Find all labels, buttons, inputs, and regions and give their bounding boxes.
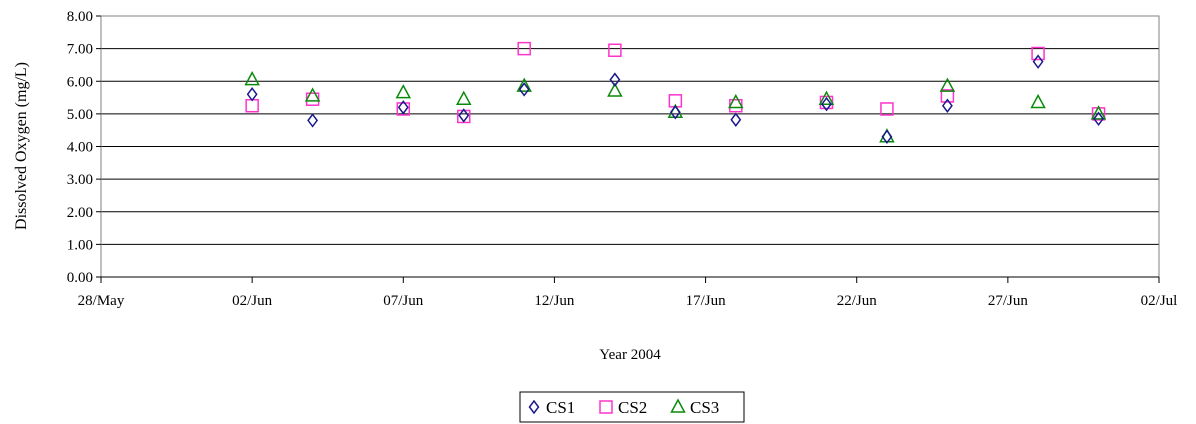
cs1-point [246, 87, 258, 102]
cs3-point [1030, 93, 1046, 109]
cs3-point [607, 82, 623, 97]
cs2-point [729, 98, 743, 113]
y-tick-label: 4.00 [67, 140, 93, 156]
x-tick-label: 02/Jun [232, 293, 273, 309]
series-cs1 [246, 54, 1104, 144]
cs2-point [396, 102, 411, 116]
legend-marker-cs2 [599, 400, 613, 414]
cs1-point [458, 108, 470, 123]
y-axis-label: Dissolved Oxygen (mg/L) [13, 62, 30, 230]
legend-label-cs3: CS3 [690, 398, 719, 417]
cs3-point [395, 84, 412, 99]
cs1-point [307, 113, 319, 128]
x-axis: 28/May 02/Jun 07/Jun 12/Jun 17/Jun 22/Jun 27/J… [78, 276, 1178, 309]
cs1-point [518, 82, 530, 97]
cs3-point [516, 77, 532, 92]
cs2-point [517, 41, 531, 56]
legend-label-cs1: CS1 [546, 398, 575, 417]
cs3-point [818, 90, 835, 105]
cs1-point [669, 104, 681, 120]
y-tick-label: 2.00 [67, 205, 93, 221]
y-tick-label: 0.00 [67, 270, 93, 286]
x-tick-label: 22/Jun [837, 293, 878, 309]
legend-marker-cs1 [528, 399, 540, 415]
cs2-point [880, 102, 894, 116]
y-tick-label: 1.00 [67, 237, 93, 253]
y-tick-label: 5.00 [67, 107, 93, 123]
cs3-point [244, 71, 260, 86]
y-tick-label: 3.00 [67, 172, 93, 188]
cs2-point [1031, 46, 1045, 61]
x-tick-label: 07/Jun [383, 293, 424, 309]
x-tick-label: 28/May [78, 293, 125, 309]
x-tick-label: 12/Jun [534, 293, 575, 309]
y-tick-label: 7.00 [67, 42, 93, 58]
series-cs2 [245, 41, 1106, 124]
y-tick-label: 6.00 [67, 74, 93, 90]
cs2-point [940, 89, 955, 103]
y-tick-label: 8.00 [67, 9, 93, 25]
cs1-point [730, 112, 742, 127]
cs3-point [455, 90, 472, 105]
x-tick-label: 02/Jul [1141, 293, 1178, 309]
cs3-point [1090, 105, 1107, 120]
cs1-point [1032, 54, 1044, 69]
cs3-point [939, 77, 956, 92]
cs1-point [821, 96, 832, 112]
legend-label-cs2: CS2 [618, 398, 647, 417]
cs1-point [881, 129, 893, 144]
legend-box [519, 391, 745, 423]
legend: CS1 CS2 CS3 [519, 391, 745, 423]
cs3-point [728, 93, 744, 109]
x-tick-label: 27/Jun [988, 293, 1029, 309]
data-points [244, 41, 1107, 144]
y-axis: 0.00 1.00 2.00 3.00 4.00 5.00 6.00 7.00 8.00 [67, 9, 101, 286]
cs2-point [608, 43, 622, 58]
cs1-point [609, 72, 621, 87]
gridlines [101, 48, 1159, 245]
x-tick-label: 17/Jun [686, 293, 727, 309]
x-axis-label: Year 2004 [599, 347, 661, 363]
cs1-point [397, 100, 409, 115]
cs1-point [941, 98, 953, 113]
legend-marker-cs3 [670, 398, 686, 413]
cs2-point [305, 92, 320, 106]
cs3-point [304, 87, 321, 102]
cs1-point [1093, 111, 1104, 127]
